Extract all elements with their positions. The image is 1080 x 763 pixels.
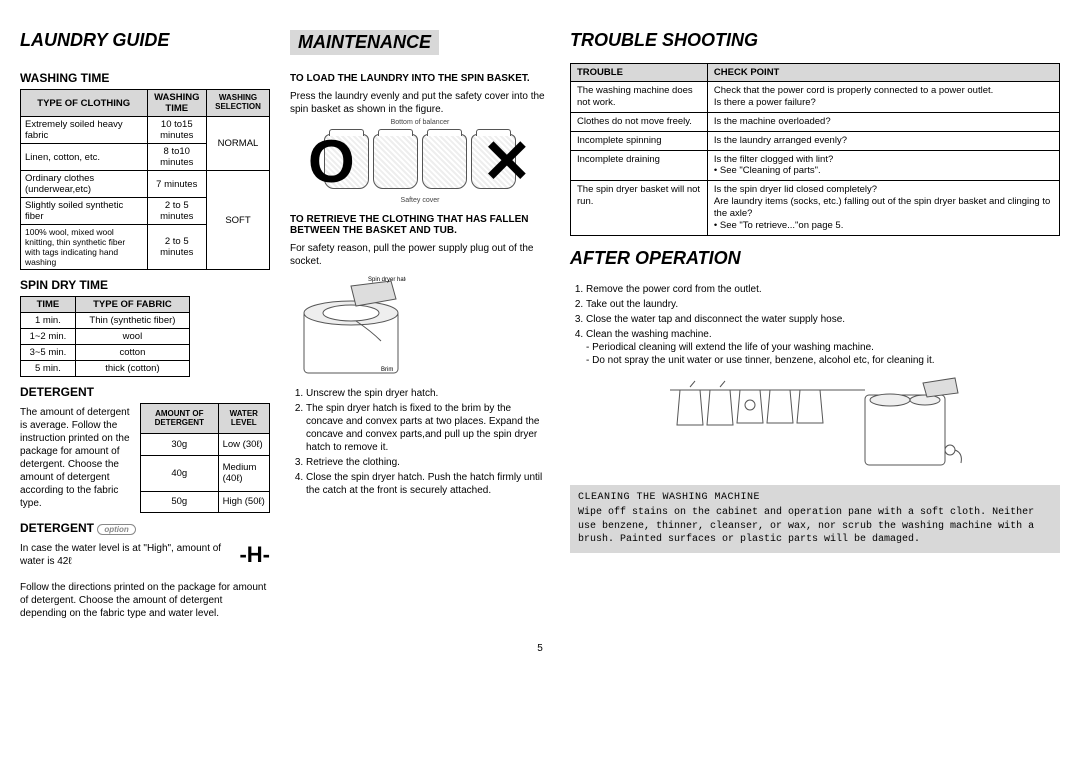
td: 30g — [141, 434, 219, 455]
label: Brim — [381, 367, 393, 373]
td: 3~5 min. — [21, 345, 76, 361]
heading-detergent: DETERGENT — [20, 385, 270, 399]
heading-washing-time: WASHING TIME — [20, 71, 270, 85]
td: The washing machine does not work. — [571, 82, 708, 113]
th: WATER LEVEL — [218, 404, 269, 434]
td: 10 to15 minutes — [147, 117, 207, 144]
td: cotton — [75, 345, 189, 361]
td: 1 min. — [21, 313, 76, 329]
td: Is the filter clogged with lint? • See "… — [707, 150, 1059, 181]
heading-detergent-option: DETERGENT option — [20, 521, 270, 535]
td: Low (30ℓ) — [218, 434, 269, 455]
td: Clothes do not move freely. — [571, 112, 708, 131]
page: LAUNDRY GUIDE WASHING TIME TYPE OF CLOTH… — [20, 30, 1060, 623]
table-spin-dry: TIME TYPE OF FABRIC 1 min.Thin (syntheti… — [20, 296, 190, 377]
heading-troubleshooting: TROUBLE SHOOTING — [570, 30, 1060, 51]
table-troubleshooting: TROUBLE CHECK POINT The washing machine … — [570, 63, 1060, 236]
heading-after-operation: AFTER OPERATION — [570, 248, 1060, 269]
td: Medium (40ℓ) — [218, 455, 269, 491]
td: 2 to 5 minutes — [147, 198, 207, 225]
td: Extremely soiled heavy fabric — [21, 117, 148, 144]
td: thick (cotton) — [75, 361, 189, 377]
para: In case the water level is at "High", am… — [20, 542, 233, 568]
td: 7 minutes — [147, 171, 207, 198]
detergent-block: The amount of detergent is average. Foll… — [20, 403, 270, 513]
table-washing-time: TYPE OF CLOTHING WASHING TIME WASHING SE… — [20, 89, 270, 270]
caption: Saftey cover — [290, 197, 550, 204]
basket-icon — [373, 134, 418, 189]
retrieve-steps: Unscrew the spin dryer hatch. The spin d… — [290, 385, 550, 499]
option-badge: option — [97, 524, 135, 535]
heading-retrieve: TO RETRIEVE THE CLOTHING THAT HAS FALLEN… — [290, 214, 550, 236]
basket-icon — [471, 134, 516, 189]
para: Follow the directions printed on the pac… — [20, 581, 270, 620]
td: 50g — [141, 491, 219, 512]
td: 100% wool, mixed wool knitting, thin syn… — [21, 225, 148, 270]
td: Incomplete spinning — [571, 131, 708, 150]
heading-maintenance: MAINTENANCE — [290, 30, 439, 55]
td: High (50ℓ) — [218, 491, 269, 512]
th: AMOUNT OF DETERGENT — [141, 404, 219, 434]
basket-icon — [324, 134, 369, 189]
td: SOFT — [207, 171, 270, 270]
td: 1~2 min. — [21, 329, 76, 345]
column-troubleshooting: TROUBLE SHOOTING TROUBLE CHECK POINT The… — [570, 30, 1060, 623]
list-item: Take out the laundry. — [586, 298, 1060, 311]
list-item: Unscrew the spin dryer hatch. — [306, 387, 550, 400]
detergent-para: The amount of detergent is average. Foll… — [20, 406, 132, 510]
basket-icon — [422, 134, 467, 189]
td: Check that the power cord is properly co… — [707, 82, 1059, 113]
td: Is the spin dryer lid closed completely?… — [707, 181, 1059, 236]
para: For safety reason, pull the power supply… — [290, 242, 550, 268]
th: WASHING TIME — [147, 90, 207, 117]
hatch-illustration-icon: Spin dryer hatch Brim — [296, 271, 406, 381]
heading-laundry-guide: LAUNDRY GUIDE — [20, 30, 270, 51]
td: Ordinary clothes (underwear,etc) — [21, 171, 148, 198]
big-h: -H- — [239, 542, 270, 568]
th: TYPE OF CLOTHING — [21, 90, 148, 117]
td: 2 to 5 minutes — [147, 225, 207, 270]
td: Is the machine overloaded? — [707, 112, 1059, 131]
td: Is the laundry arranged evenly? — [707, 131, 1059, 150]
td: 40g — [141, 455, 219, 491]
caption: Bottom of balancer — [290, 119, 550, 126]
th: WASHING SELECTION — [207, 90, 270, 117]
list-item: Remove the power cord from the outlet. — [586, 283, 1060, 296]
list-item: Retrieve the clothing. — [306, 456, 550, 469]
column-maintenance: MAINTENANCE TO LOAD THE LAUNDRY INTO THE… — [290, 30, 550, 623]
table-detergent: AMOUNT OF DETERGENT WATER LEVEL 30gLow (… — [140, 403, 270, 513]
cleaning-title: CLEANING THE WASHING MACHINE — [578, 491, 1052, 505]
td: Linen, cotton, etc. — [21, 144, 148, 171]
td: 5 min. — [21, 361, 76, 377]
th: CHECK POINT — [707, 64, 1059, 82]
list-item: Close the water tap and disconnect the w… — [586, 313, 1060, 326]
cleaning-body: Wipe off stains on the cabinet and opera… — [578, 506, 1052, 547]
basket-figure: O ✕ — [290, 134, 550, 189]
clothesline-illustration-icon — [665, 375, 965, 475]
td: Incomplete draining — [571, 150, 708, 181]
label: DETERGENT — [20, 521, 94, 535]
th: TROUBLE — [571, 64, 708, 82]
detergent-option-row: In case the water level is at "High", am… — [20, 539, 270, 571]
heading-load-basket: TO LOAD THE LAUNDRY INTO THE SPIN BASKET… — [290, 73, 550, 84]
td: 8 to10 minutes — [147, 144, 207, 171]
para: Press the laundry evenly and put the saf… — [290, 90, 550, 116]
th: TIME — [21, 297, 76, 313]
heading-spin-dry: SPIN DRY TIME — [20, 278, 270, 292]
after-steps: Remove the power cord from the outlet. T… — [570, 281, 1060, 369]
page-number: 5 — [20, 643, 1060, 654]
label: Spin dryer hatch — [368, 277, 406, 283]
td: NORMAL — [207, 117, 270, 171]
list-item: Close the spin dryer hatch. Push the hat… — [306, 471, 550, 497]
td: The spin dryer basket will not run. — [571, 181, 708, 236]
list-item: Clean the washing machine. - Periodical … — [586, 328, 1060, 367]
td: Slightly soiled synthetic fiber — [21, 198, 148, 225]
th: TYPE OF FABRIC — [75, 297, 189, 313]
list-item: The spin dryer hatch is fixed to the bri… — [306, 402, 550, 454]
td: wool — [75, 329, 189, 345]
td: Thin (synthetic fiber) — [75, 313, 189, 329]
cleaning-box: CLEANING THE WASHING MACHINE Wipe off st… — [570, 485, 1060, 553]
column-laundry-guide: LAUNDRY GUIDE WASHING TIME TYPE OF CLOTH… — [20, 30, 270, 623]
